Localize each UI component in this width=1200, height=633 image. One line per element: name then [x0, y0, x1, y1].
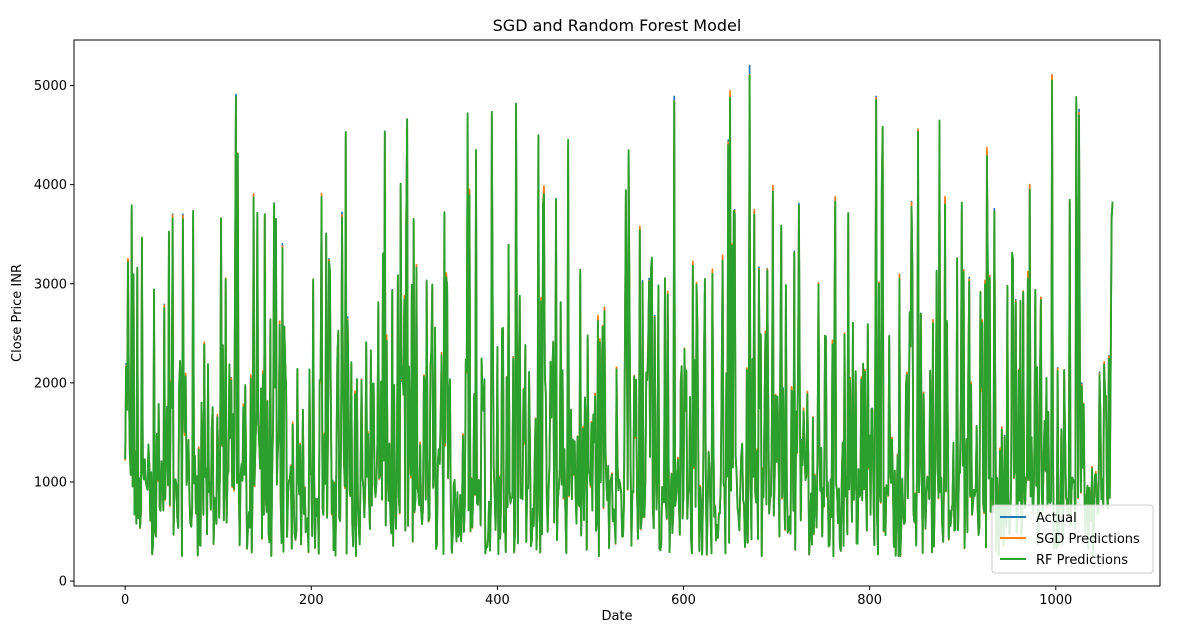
y-axis-label: Close Price INR — [10, 264, 25, 362]
y-tick-label: 5000 — [34, 79, 67, 94]
y-tick-label: 1000 — [34, 475, 67, 490]
x-axis-ticks: 0 200 400 600 800 1000 — [121, 586, 1072, 608]
y-tick-label: 0 — [59, 575, 67, 590]
chart-title: SGD and Random Forest Model — [493, 16, 742, 35]
y-axis-ticks: 0 1000 2000 3000 4000 5000 — [34, 79, 74, 590]
plot-area — [124, 64, 1114, 558]
x-tick-label: 800 — [857, 593, 882, 608]
y-tick-label: 4000 — [34, 178, 67, 193]
x-tick-label: 200 — [299, 593, 324, 608]
legend-label-sgd: SGD Predictions — [1036, 532, 1140, 547]
y-tick-label: 3000 — [34, 277, 67, 292]
x-tick-label: 0 — [121, 593, 129, 608]
axes-frame — [73, 39, 1161, 587]
x-axis-label: Date — [601, 609, 632, 624]
x-tick-label: 1000 — [1039, 593, 1072, 608]
legend-box — [991, 504, 1154, 574]
x-tick-label: 600 — [671, 593, 696, 608]
y-tick-label: 2000 — [34, 376, 67, 391]
legend-label-actual: Actual — [1036, 511, 1077, 526]
x-tick-label: 400 — [485, 593, 510, 608]
legend: Actual SGD Predictions RF Predictions — [991, 504, 1154, 574]
legend-label-rf: RF Predictions — [1036, 553, 1128, 568]
series-line-rf — [124, 74, 1114, 558]
